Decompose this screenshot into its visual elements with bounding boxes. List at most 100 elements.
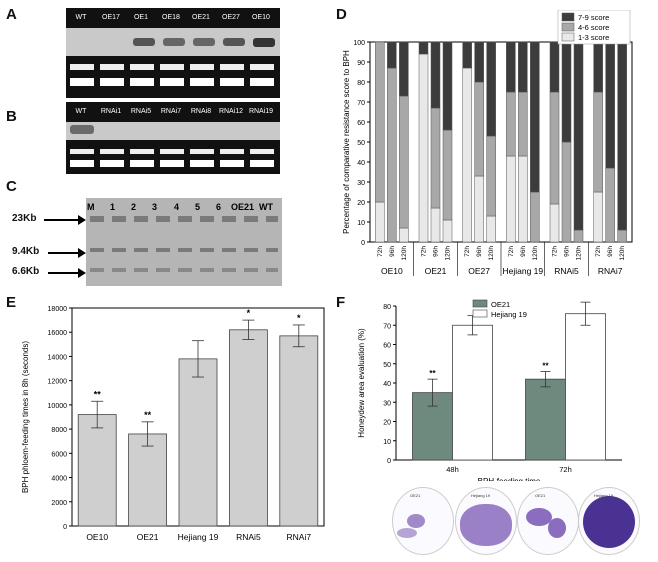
marker-arrow-9-4kb — [48, 252, 82, 254]
marker-arrowhead-23kb — [78, 215, 86, 225]
legend-swatch — [561, 12, 575, 22]
gel-b-signal-wt — [70, 125, 94, 134]
timepoint-label: 72h — [377, 246, 384, 257]
y-axis-label: Percentage of comparative resistance sco… — [342, 50, 351, 234]
x-tick-label: RNAi7 — [287, 532, 312, 542]
panel-letter-e: E — [6, 294, 17, 311]
significance-label: ** — [542, 361, 549, 370]
southern-blot-c — [86, 198, 282, 286]
bar-segment — [593, 41, 603, 93]
y-tick-label: 30 — [383, 400, 391, 407]
significance-label: ** — [429, 369, 436, 378]
plate-label: OE21 — [410, 493, 421, 498]
gel-a-lane-label: OE18 — [162, 14, 180, 21]
x-tick-label: 48h — [446, 465, 459, 474]
bar-segment — [442, 41, 453, 131]
bar-segment — [605, 167, 615, 243]
timepoint-label: 96h — [389, 246, 396, 257]
bar-segment — [506, 41, 516, 93]
bar-segment — [605, 41, 615, 169]
legend-swatch — [472, 309, 488, 318]
blot-lane-label: WT — [259, 202, 273, 212]
panel-letter-d: D — [336, 6, 347, 23]
bar-segment — [573, 229, 584, 243]
significance-label: ** — [94, 389, 102, 399]
blot-lane-label: OE21 — [231, 202, 255, 212]
bar-segment — [506, 91, 516, 157]
plot-frame — [369, 41, 633, 243]
bar-segment — [375, 41, 385, 203]
gel-a-lane-label: OE21 — [192, 14, 210, 21]
legend-label: 4-6 score — [578, 23, 609, 32]
gel-b-rrna-band-1 — [70, 149, 276, 154]
x-tick-label: OE10 — [86, 532, 108, 542]
timepoint-label: 72h — [421, 246, 428, 257]
y-tick-label: 60 — [357, 120, 365, 127]
blot-lane-label: 2 — [131, 202, 137, 212]
y-tick-label: 2000 — [51, 500, 67, 507]
gel-image-b: WT RNAi1 RNAi5 RNAi7 RNAi8 RNAi12 RNAi19 — [66, 102, 280, 174]
marker-label-6-6kb: 6.6Kb — [12, 266, 40, 277]
gel-a-signal-oe10 — [253, 38, 275, 47]
gel-a-signal-oe18 — [163, 38, 185, 46]
bar-segment — [593, 91, 603, 193]
bar — [228, 329, 268, 527]
timepoint-label: 72h — [464, 246, 471, 257]
timepoint-label: 120h — [619, 246, 626, 261]
y-tick-label: 20 — [383, 420, 391, 427]
legend-swatch — [561, 32, 575, 42]
y-tick-label: 4000 — [51, 476, 67, 483]
x-tick-label: Hejiang 19 — [178, 532, 219, 542]
y-axis-label: Honeydew area evaluation (%) — [357, 328, 366, 438]
y-tick-label: 8000 — [51, 427, 67, 434]
bar — [77, 414, 117, 527]
timepoint-label: 120h — [576, 246, 583, 261]
bar-segment — [486, 41, 496, 137]
timepoint-label: 72h — [595, 246, 602, 257]
y-tick-label: 90 — [357, 60, 365, 67]
timepoint-label: 96h — [476, 246, 483, 257]
timepoint-label: 120h — [401, 246, 408, 261]
panel-letter-f: F — [336, 294, 346, 311]
gel-b-lane-label: RNAi1 — [100, 108, 122, 115]
y-tick-label: 70 — [383, 323, 391, 330]
bar-segment — [518, 155, 528, 243]
x-tick-label: 72h — [559, 465, 572, 474]
panel-letter-a: A — [6, 6, 17, 23]
bar-segment — [462, 67, 472, 243]
legend-label: OE21 — [491, 300, 510, 309]
bar-segment — [474, 175, 484, 243]
honeydew-stain — [460, 504, 512, 546]
bar — [452, 324, 493, 461]
gel-b-lane-label: RNAi19 — [248, 108, 274, 115]
blot-lane-label: 3 — [152, 202, 158, 212]
group-label: OE27 — [468, 266, 490, 276]
blot-band-middle — [90, 248, 278, 252]
legend-swatch — [472, 299, 488, 308]
panel-letter-c: C — [6, 178, 17, 195]
y-tick-label: 0 — [63, 524, 67, 531]
gel-b-lane-label: RNAi5 — [130, 108, 152, 115]
marker-arrowhead-6-6kb — [78, 268, 86, 278]
timepoint-label: 72h — [552, 246, 559, 257]
gel-a-lane-label: WT — [75, 14, 87, 21]
timepoint-label: 72h — [508, 246, 515, 257]
y-axis-label: BPH phloem-feeding times in 8h (seconds) — [21, 341, 30, 493]
gel-b-lane-label: RNAi12 — [218, 108, 244, 115]
bar-segment — [430, 107, 441, 209]
bar-segment — [387, 67, 397, 243]
bar-segment — [617, 229, 627, 243]
timepoint-label: 96h — [520, 246, 527, 257]
chart-e-phloem-feeding: 0 2000 4000 6000 8000 10000 12000 14000 16000 180… — [21, 306, 325, 542]
honeydew-plate-4 — [578, 487, 640, 555]
x-tick-label: OE21 — [137, 532, 159, 542]
marker-arrow-6-6kb — [48, 272, 82, 274]
y-tick-label: 16000 — [48, 330, 68, 337]
bar — [178, 358, 218, 527]
timepoint-label: 96h — [564, 246, 571, 257]
y-tick-label: 20 — [357, 200, 365, 207]
honeydew-stain — [583, 496, 635, 548]
y-tick-label: 10 — [357, 220, 365, 227]
y-tick-label: 30 — [357, 180, 365, 187]
bar-segment — [486, 215, 496, 243]
